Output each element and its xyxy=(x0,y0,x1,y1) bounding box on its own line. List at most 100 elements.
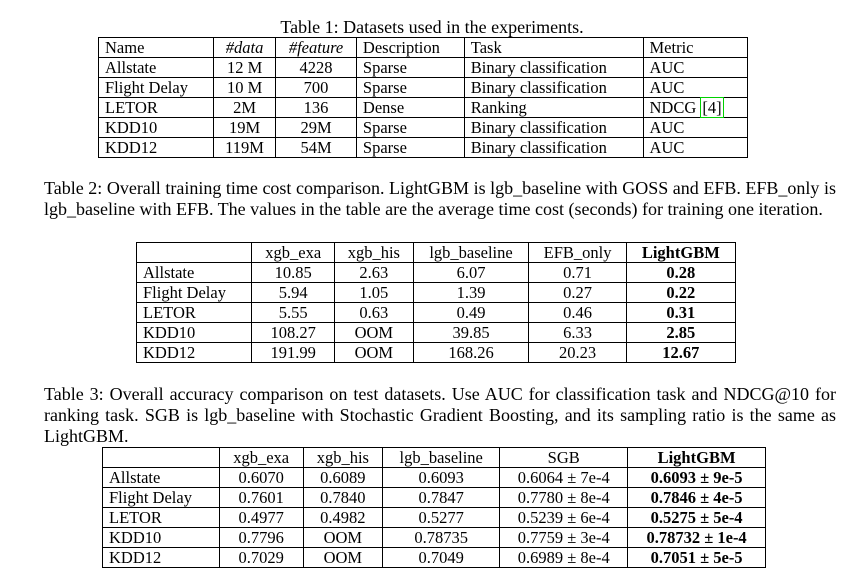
dataset-size: 2M xyxy=(213,97,277,118)
dataset-metric: AUC xyxy=(642,57,749,78)
table3-header-xgb-his: xgb_his xyxy=(302,447,384,468)
dataset-description: Sparse xyxy=(355,117,465,138)
dataset-description: Sparse xyxy=(355,137,465,158)
table-row: LETOR 0.4977 0.4982 0.5277 0.5239 ± 6e-4… xyxy=(102,507,766,528)
dataset-task: Ranking xyxy=(463,97,644,118)
lightgbm-accuracy: 0.7846 ± 4e-5 xyxy=(627,487,766,508)
lgb-baseline-time: 1.39 xyxy=(412,282,530,303)
xgb-exa-accuracy: 0.6070 xyxy=(218,467,304,488)
lightgbm-time: 0.31 xyxy=(625,302,737,323)
table3-header-lightgbm: LightGBM xyxy=(627,447,766,468)
xgb-exa-time: 108.27 xyxy=(251,322,336,343)
xgb-his-accuracy: 0.4982 xyxy=(302,507,384,528)
table1-header-row: Name #data #feature Description Task Met… xyxy=(97,37,749,58)
xgb-exa-time: 5.94 xyxy=(251,282,336,303)
dataset-name: KDD10 xyxy=(102,527,220,548)
dataset-name: Flight Delay xyxy=(97,77,215,98)
table2-header-efb-only: EFB_only xyxy=(528,242,627,263)
table-row: Flight Delay 10 M 700 Sparse Binary clas… xyxy=(97,77,749,98)
table3-caption: Table 3: Overall accuracy comparison on … xyxy=(44,384,836,446)
dataset-name: Flight Delay xyxy=(102,487,220,508)
dataset-name: LETOR xyxy=(102,507,220,528)
table2-header-xgb-exa: xgb_exa xyxy=(251,242,336,263)
efb-only-time: 0.71 xyxy=(528,262,627,283)
table2-header-empty xyxy=(135,242,253,263)
table1-header-data: #data xyxy=(213,37,277,58)
lgb-baseline-accuracy: 0.5277 xyxy=(382,507,501,528)
table-row: LETOR 5.55 0.63 0.49 0.46 0.31 xyxy=(135,302,737,323)
lgb-baseline-time: 0.49 xyxy=(412,302,530,323)
lgb-baseline-time: 6.07 xyxy=(412,262,530,283)
dataset-name: KDD10 xyxy=(135,322,253,343)
table3-accuracy: xgb_exa xgb_his lgb_baseline SGB LightGB… xyxy=(102,447,766,568)
citation-number: 4 xyxy=(707,98,717,117)
lightgbm-time: 0.22 xyxy=(625,282,737,303)
sgb-accuracy: 0.5239 ± 6e-4 xyxy=(499,507,629,528)
xgb-exa-time: 10.85 xyxy=(251,262,336,283)
dataset-name: LETOR xyxy=(97,97,215,118)
lightgbm-accuracy: 0.6093 ± 9e-5 xyxy=(627,467,766,488)
table2-header-lgb-baseline: lgb_baseline xyxy=(412,242,530,263)
dataset-name: KDD12 xyxy=(97,137,215,158)
xgb-his-accuracy: OOM xyxy=(302,527,384,548)
table-row: KDD10 0.7796 OOM 0.78735 0.7759 ± 3e-4 0… xyxy=(102,527,766,548)
table1-caption: Table 1: Datasets used in the experiment… xyxy=(280,17,584,37)
dataset-features: 29M xyxy=(275,117,357,138)
table1-header-description: Description xyxy=(355,37,465,58)
table3-header-lgb-baseline: lgb_baseline xyxy=(382,447,501,468)
lgb-baseline-accuracy: 0.7049 xyxy=(382,547,501,568)
table1-header-feature: #feature xyxy=(275,37,357,58)
lgb-baseline-time: 168.26 xyxy=(412,342,530,363)
dataset-description: Sparse xyxy=(355,77,465,98)
xgb-exa-time: 5.55 xyxy=(251,302,336,323)
table1-header-name: Name xyxy=(97,37,215,58)
table3-header-sgb: SGB xyxy=(499,447,629,468)
table2-training-time: xgb_exa xgb_his lgb_baseline EFB_only Li… xyxy=(135,242,737,363)
xgb-his-time: OOM xyxy=(334,322,414,343)
lightgbm-accuracy: 0.78732 ± 1e-4 xyxy=(627,527,766,548)
table-row: Allstate 0.6070 0.6089 0.6093 0.6064 ± 7… xyxy=(102,467,766,488)
table-row: KDD10 108.27 OOM 39.85 6.33 2.85 xyxy=(135,322,737,343)
efb-only-time: 6.33 xyxy=(528,322,627,343)
table-row: Flight Delay 5.94 1.05 1.39 0.27 0.22 xyxy=(135,282,737,303)
xgb-his-accuracy: 0.7840 xyxy=(302,487,384,508)
efb-only-time: 0.46 xyxy=(528,302,627,323)
efb-only-time: 20.23 xyxy=(528,342,627,363)
table2-header-row: xgb_exa xgb_his lgb_baseline EFB_only Li… xyxy=(135,242,737,263)
dataset-name: KDD12 xyxy=(102,547,220,568)
dataset-metric: AUC xyxy=(642,137,749,158)
table3-header-xgb-exa: xgb_exa xyxy=(218,447,304,468)
dataset-size: 119M xyxy=(213,137,277,158)
lightgbm-time: 12.67 xyxy=(625,342,737,363)
dataset-size: 10 M xyxy=(213,77,277,98)
xgb-his-accuracy: 0.6089 xyxy=(302,467,384,488)
dataset-task: Binary classification xyxy=(463,57,644,78)
dataset-name: KDD10 xyxy=(97,117,215,138)
table-row: KDD12 191.99 OOM 168.26 20.23 12.67 xyxy=(135,342,737,363)
dataset-name: LETOR xyxy=(135,302,253,323)
xgb-exa-accuracy: 0.4977 xyxy=(218,507,304,528)
dataset-features: 4228 xyxy=(275,57,357,78)
lgb-baseline-time: 39.85 xyxy=(412,322,530,343)
dataset-task: Binary classification xyxy=(463,117,644,138)
xgb-exa-accuracy: 0.7029 xyxy=(218,547,304,568)
xgb-his-time: 1.05 xyxy=(334,282,414,303)
lgb-baseline-accuracy: 0.78735 xyxy=(382,527,501,548)
xgb-exa-time: 191.99 xyxy=(251,342,336,363)
sgb-accuracy: 0.6989 ± 8e-4 xyxy=(499,547,629,568)
sgb-accuracy: 0.7780 ± 8e-4 xyxy=(499,487,629,508)
efb-only-time: 0.27 xyxy=(528,282,627,303)
table3-header-row: xgb_exa xgb_his lgb_baseline SGB LightGB… xyxy=(102,447,766,468)
dataset-name: KDD12 xyxy=(135,342,253,363)
dataset-task: Binary classification xyxy=(463,77,644,98)
dataset-name: Allstate xyxy=(97,57,215,78)
dataset-name: Flight Delay xyxy=(135,282,253,303)
dataset-features: 136 xyxy=(275,97,357,118)
lightgbm-time: 0.28 xyxy=(625,262,737,283)
dataset-name: Allstate xyxy=(102,467,220,488)
dataset-features: 700 xyxy=(275,77,357,98)
dataset-metric: AUC xyxy=(642,77,749,98)
lightgbm-accuracy: 0.7051 ± 5e-5 xyxy=(627,547,766,568)
citation-link[interactable]: [4] xyxy=(700,97,724,118)
table3-header-empty xyxy=(102,447,220,468)
